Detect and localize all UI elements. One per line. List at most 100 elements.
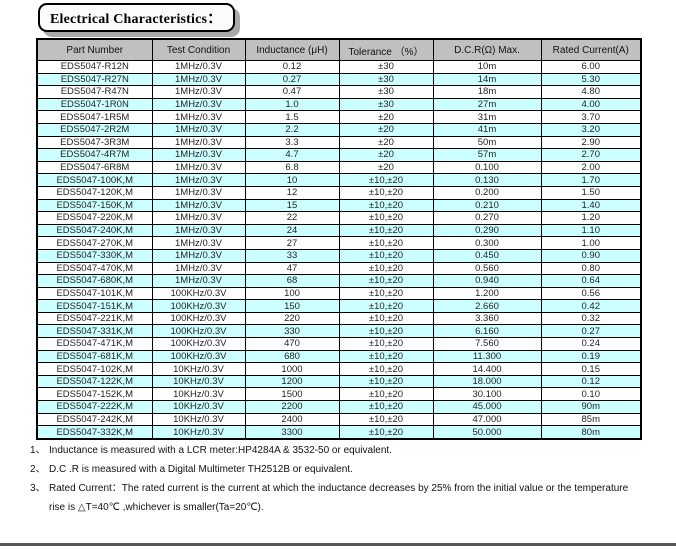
table-cell: 100KHz/0.3V (151, 324, 246, 339)
table-cell: 2.2 (244, 122, 340, 137)
table-cell: 2.70 (540, 148, 642, 162)
column-header: Test Condition (151, 38, 246, 61)
table-cell: ±10,±20 (338, 211, 434, 225)
table-cell: EDS5047-151K,M (36, 299, 153, 313)
table-cell: ±30 (338, 85, 434, 99)
column-header: D.C.R(Ω) Max. (432, 38, 542, 61)
table-row: EDS5047-R47N 1MHz/0.3V 0.47 ±30 18m 4.80 (36, 85, 642, 99)
table-cell: 150 (244, 299, 340, 313)
table-cell: ±10,±20 (338, 311, 434, 326)
table-cell: 1MHz/0.3V (151, 173, 246, 187)
table-row: EDS5047-221K,M 100KHz/0.3V 220 ±10,±20 3.360… (36, 311, 642, 326)
table-row: EDS5047-240K,M 1MHz/0.3V 24 ±10,±20 0.290 1.1… (36, 223, 642, 238)
column-header: Part Number (36, 38, 153, 61)
table-cell: EDS5047-4R7M (36, 148, 153, 162)
table-cell: EDS5047-471K,M (36, 337, 153, 351)
table-cell: 0.300 (432, 236, 542, 250)
table-header-row: Part Number Test Condition Inductance (μH)… (36, 38, 642, 61)
table-cell: ±10,±20 (338, 261, 434, 276)
table-cell: 41m (432, 122, 542, 137)
table-cell: 1500 (244, 387, 340, 402)
table-cell: 12 (244, 185, 340, 200)
table-cell: EDS5047-242K,M (36, 412, 153, 427)
table-cell: 33 (244, 248, 340, 263)
table-cell: ±10,±20 (338, 425, 434, 440)
table-row: EDS5047-1R0N 1MHz/0.3V 1.0 ±30 27m 4.00 (36, 97, 642, 112)
note-1: 1、 Inductance is measured with a LCR met… (30, 445, 666, 456)
table-cell: 7.560 (432, 337, 542, 351)
table-cell: 0.210 (432, 198, 542, 213)
table-cell: 0.19 (540, 349, 642, 364)
table-cell: EDS5047-470K,M (36, 261, 153, 276)
column-header: Rated Current(A) (540, 38, 642, 61)
table-cell: 1MHz/0.3V (151, 185, 246, 200)
table-cell: 0.12 (244, 60, 340, 74)
note-text: Inductance is measured with a LCR meter:… (49, 445, 392, 456)
table-row: EDS5047-150K,M 1MHz/0.3V 15 ±10,±20 0.210 1.4… (36, 198, 642, 213)
note-3-continued: rise is △T=40℃ ,whichever is smaller(Ta=… (30, 502, 666, 513)
table-cell: ±10,±20 (338, 286, 434, 301)
table-cell: EDS5047-152K,M (36, 387, 153, 402)
table-row: EDS5047-4R7M 1MHz/0.3V 4.7 ±20 57m 2.70 (36, 148, 642, 162)
table-cell: 10 (244, 173, 340, 187)
table-cell: 57m (432, 148, 542, 162)
table-cell: 1MHz/0.3V (151, 274, 246, 288)
table-row: EDS5047-330K,M 1MHz/0.3V 33 ±10,±20 0.450 0.9… (36, 248, 642, 263)
table-row: EDS5047-220K,M 1MHz/0.3V 22 ±10,±20 0.270 1.2… (36, 211, 642, 225)
table-cell: 0.290 (432, 223, 542, 238)
table-cell: 4.00 (540, 97, 642, 112)
table-row: EDS5047-152K,M 10KHz/0.3V 1500 ±10,±20 30.10… (36, 387, 642, 402)
table-cell: 10KHz/0.3V (151, 412, 246, 427)
table-cell: 3.3 (244, 135, 340, 150)
note-number: 1、 (30, 445, 46, 456)
table-cell: 6.00 (540, 60, 642, 74)
table-cell: 1.50 (540, 185, 642, 200)
table-cell: 47 (244, 261, 340, 276)
note-number: 3、 (30, 483, 46, 494)
table-cell: 0.270 (432, 211, 542, 225)
table-cell: 1.10 (540, 223, 642, 238)
note-text: D.C .R is measured with a Digital Multim… (49, 464, 353, 475)
table-row: EDS5047-101K,M 100KHz/0.3V 100 ±10,±20 1.200… (36, 286, 642, 301)
table-cell: 0.130 (432, 173, 542, 187)
table-cell: 47.000 (432, 412, 542, 427)
table-cell: ±10,±20 (338, 349, 434, 364)
section-title: Electrical Characteristics： (50, 11, 222, 27)
table-cell: 0.200 (432, 185, 542, 200)
table-cell: EDS5047-120K,M (36, 185, 153, 200)
table-cell: 0.47 (244, 85, 340, 99)
table-cell: 80m (540, 425, 642, 440)
table-cell: ±10,±20 (338, 198, 434, 213)
page-bottom-rule (0, 543, 676, 546)
table-cell: 330 (244, 324, 340, 339)
table-cell: EDS5047-102K,M (36, 362, 153, 376)
table-cell: 2.660 (432, 299, 542, 313)
table-cell: 0.27 (540, 324, 642, 339)
table-row: EDS5047-242K,M 10KHz/0.3V 2400 ±10,±20 47.00… (36, 412, 642, 427)
table-cell: EDS5047-1R0N (36, 97, 153, 112)
table-cell: 14.400 (432, 362, 542, 376)
table-cell: 1.0 (244, 97, 340, 112)
table-cell: ±10,±20 (338, 387, 434, 402)
table-cell: ±10,±20 (338, 274, 434, 288)
table-cell: 10KHz/0.3V (151, 362, 246, 376)
table-cell: 4.80 (540, 85, 642, 99)
note-3: 3、 Rated Current：The rated current is th… (30, 483, 666, 494)
table-cell: ±20 (338, 135, 434, 150)
table-cell: 4.7 (244, 148, 340, 162)
table-cell: 1MHz/0.3V (151, 122, 246, 137)
table-cell: ±10,±20 (338, 374, 434, 389)
table-row: EDS5047-2R2M 1MHz/0.3V 2.2 ±20 41m 3.20 (36, 122, 642, 137)
table-cell: 1MHz/0.3V (151, 97, 246, 112)
table-cell: 30.100 (432, 387, 542, 402)
table-cell: 1MHz/0.3V (151, 261, 246, 276)
table-cell: ±10,±20 (338, 173, 434, 187)
table-cell: EDS5047-R27N (36, 72, 153, 87)
column-header: Inductance (μH) (244, 38, 340, 61)
table-cell: ±30 (338, 72, 434, 87)
table-cell: 100 (244, 286, 340, 301)
table-cell: ±10,±20 (338, 223, 434, 238)
table-row: EDS5047-332K,M 10KHz/0.3V 3300 ±10,±20 50.00… (36, 425, 642, 440)
table-cell: EDS5047-330K,M (36, 248, 153, 263)
